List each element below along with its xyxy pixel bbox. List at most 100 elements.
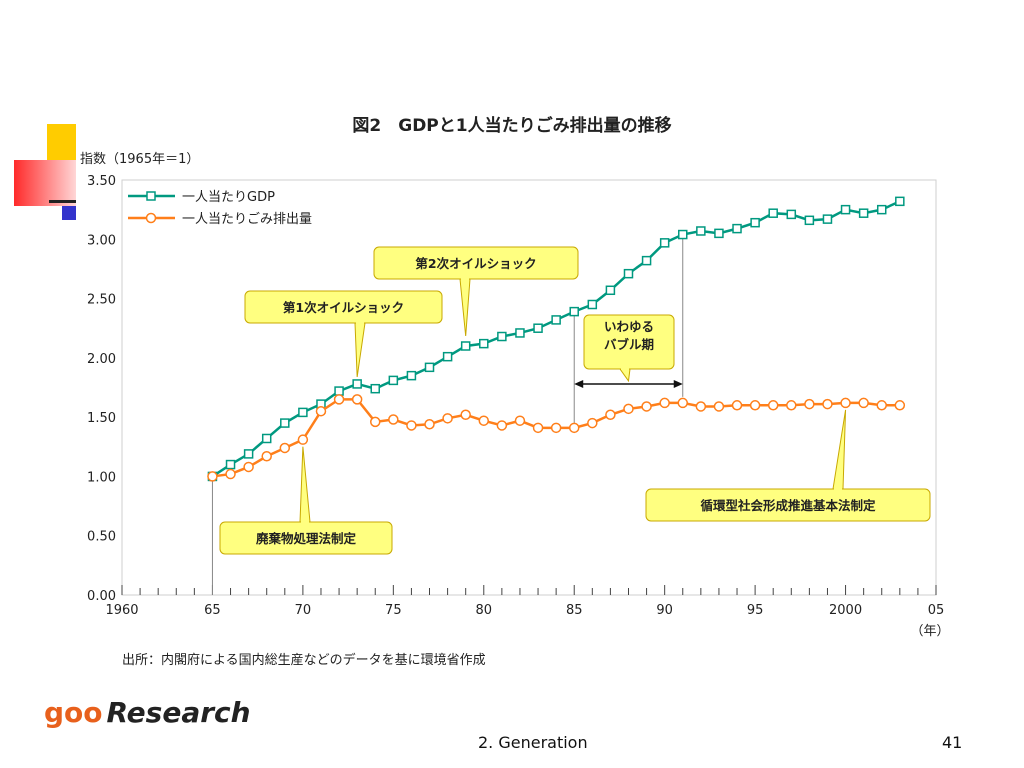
data-point-gdp	[895, 196, 905, 207]
data-point-gdp	[334, 386, 344, 396]
callout-bubble-text: バブル期	[604, 337, 654, 352]
data-point-waste	[713, 401, 725, 412]
data-point-gdp	[298, 407, 308, 418]
data-point-gdp	[804, 215, 815, 226]
data-point-gdp	[858, 208, 869, 218]
data-point-waste	[424, 419, 435, 430]
logo-goo: goo	[44, 696, 103, 729]
data-point-waste	[243, 461, 254, 473]
data-point-waste	[279, 442, 291, 454]
legend-waste-marker	[145, 212, 157, 224]
legend-item-gdp: 一人当たりGDP	[128, 190, 275, 205]
data-point-waste	[641, 401, 652, 412]
callout-oil-shock-2-box	[373, 246, 579, 280]
data-point-gdp	[424, 362, 435, 373]
data-point-waste	[623, 403, 634, 415]
legend-waste-label: 一人当たりごみ排出量	[182, 211, 312, 227]
deco-red-gradient	[14, 160, 76, 206]
series-line-gdp	[211, 200, 901, 478]
data-point-waste	[894, 400, 906, 411]
data-point-gdp	[822, 214, 833, 224]
legend-item-waste: 一人当たりごみ排出量	[128, 211, 312, 227]
data-point-gdp	[732, 223, 742, 234]
x-tick-label: 05	[928, 603, 945, 618]
x-tick-label: 70	[295, 603, 312, 618]
plot-frame	[121, 179, 937, 596]
chart-source-note: 出所：内閣府による国内総生産などのデータを基に環境省作成	[122, 652, 486, 668]
data-point-waste	[406, 420, 417, 431]
data-point-waste	[496, 420, 508, 431]
data-point-waste	[532, 422, 544, 434]
data-point-waste	[460, 409, 471, 421]
series-layer	[207, 196, 906, 482]
bubble-arrow-right-head	[673, 379, 683, 388]
legend-gdp-label: 一人当たりGDP	[182, 190, 275, 205]
callout-waste-law-text: 廃棄物処理法制定	[256, 531, 357, 546]
logo-research: Research	[106, 696, 251, 729]
y-tick-label: 1.00	[87, 470, 116, 485]
y-tick-label: 3.00	[87, 233, 116, 248]
data-point-gdp	[243, 449, 254, 459]
data-point-waste	[749, 400, 761, 411]
bubble-arrow-left-head	[574, 379, 584, 388]
data-point-gdp	[659, 238, 670, 248]
data-point-waste	[369, 416, 381, 428]
data-point-waste	[514, 415, 526, 426]
annotation-guides	[211, 234, 684, 595]
x-tick-label: 1960	[105, 603, 138, 618]
data-point-gdp	[388, 375, 399, 386]
legend-gdp-marker	[146, 191, 156, 201]
data-point-waste	[786, 400, 797, 411]
data-point-waste	[659, 397, 670, 409]
data-point-gdp	[280, 418, 290, 428]
callout-oil-shock-2-text: 第2次オイルショック	[415, 256, 536, 271]
data-point-waste	[442, 413, 453, 424]
x-tick-label: 85	[566, 603, 583, 618]
data-point-waste	[568, 422, 580, 434]
data-point-waste	[822, 398, 833, 410]
data-point-gdp	[714, 228, 724, 239]
x-tick-label: 95	[747, 603, 764, 618]
y-axis-label: 指数（1965年＝1）	[80, 152, 199, 167]
goo-research-logo: goo Research	[44, 696, 251, 729]
data-point-gdp	[786, 209, 797, 220]
x-tick-label: 75	[385, 603, 402, 618]
data-point-waste	[351, 394, 363, 405]
deco-black-bar	[49, 200, 76, 203]
x-tick-label: 65	[204, 603, 221, 618]
data-point-gdp	[840, 204, 851, 215]
callout-oil-shock-1-text: 第1次オイルショック	[283, 300, 404, 315]
callout-waste-law: 廃棄物処理法制定	[219, 446, 393, 555]
footer-section-label: 2. Generation	[478, 733, 588, 752]
data-point-gdp	[678, 229, 688, 240]
data-point-gdp	[460, 341, 471, 351]
callout-oil-shock-1-box	[244, 290, 443, 324]
x-tick-label: 90	[656, 603, 673, 618]
data-point-gdp	[696, 226, 706, 236]
data-point-waste	[297, 434, 309, 445]
data-point-waste	[695, 401, 707, 412]
y-tick-label: 0.00	[87, 589, 116, 604]
data-point-gdp	[479, 338, 489, 349]
callout-recycling-law-text: 循環型社会形成推進基本法制定	[700, 498, 876, 513]
data-point-gdp	[623, 268, 634, 279]
callout-recycling-law: 循環型社会形成推進基本法制定	[645, 409, 931, 522]
data-point-gdp	[442, 351, 453, 362]
gdp-waste-line-chart: 図2 GDPと1人当たりごみ排出量の推移 指数（1965年＝1） 0.00 0.5…	[80, 115, 950, 668]
data-point-gdp	[641, 255, 652, 266]
data-point-gdp	[569, 306, 579, 317]
y-tick-label: 2.50	[87, 293, 116, 308]
y-tick-label: 1.50	[87, 411, 116, 426]
y-tick-label: 2.00	[87, 352, 116, 367]
y-axis: 0.00 0.50 1.00 1.50 2.00 2.50 3.00 3.50	[87, 174, 116, 604]
callout-bubble-text: いわゆる	[604, 319, 654, 334]
data-point-gdp	[533, 323, 543, 333]
data-point-waste	[840, 397, 851, 409]
callout-oil-shock-1: 第1次オイルショック	[244, 290, 443, 378]
data-point-waste	[804, 398, 815, 410]
data-point-gdp	[750, 217, 760, 228]
callout-recycling-law-box	[645, 488, 931, 522]
data-point-waste	[333, 394, 345, 405]
y-tick-label: 3.50	[87, 174, 116, 189]
deco-blue-square	[62, 206, 76, 220]
